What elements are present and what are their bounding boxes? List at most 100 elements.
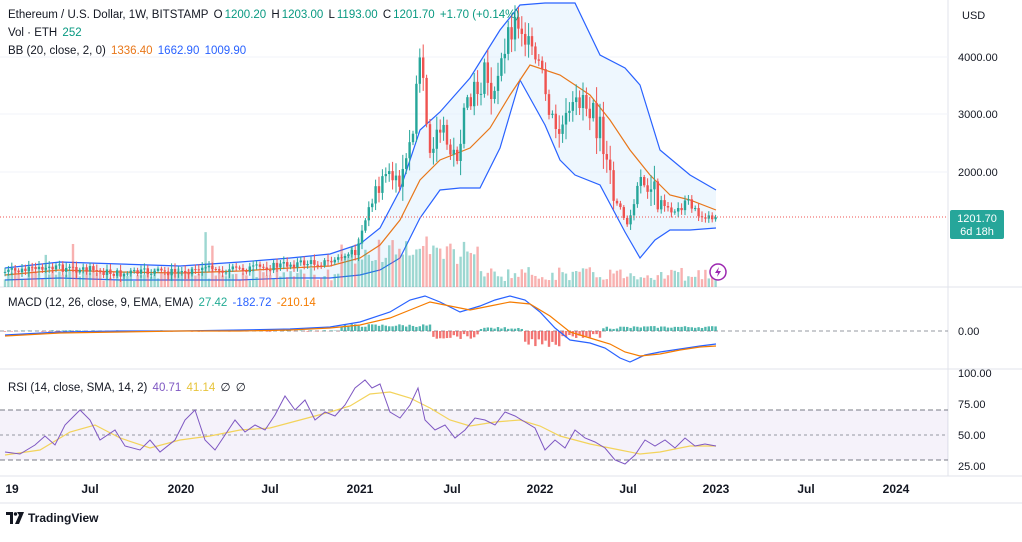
candle-body xyxy=(286,262,288,267)
macd-hist-bar xyxy=(385,326,387,331)
volume-bar xyxy=(334,274,336,287)
candle-body xyxy=(609,160,611,171)
candle-body xyxy=(595,103,597,138)
candle-body xyxy=(160,269,162,271)
candle-body xyxy=(177,272,179,273)
candle-body xyxy=(544,69,546,94)
volume-bar xyxy=(405,241,407,287)
time-tick-label: Jul xyxy=(619,482,636,496)
macd-hist-bar xyxy=(708,326,710,331)
candle-body xyxy=(364,220,366,230)
candle-body xyxy=(368,207,370,220)
volume-bar xyxy=(606,279,608,287)
candle-body xyxy=(653,181,655,189)
tradingview-logo[interactable]: TradingView xyxy=(6,511,98,525)
candle-body xyxy=(320,266,322,267)
lightning-icon[interactable] xyxy=(710,264,726,280)
candle-body xyxy=(585,95,587,109)
volume-bar xyxy=(293,276,295,287)
volume-bar xyxy=(449,244,451,287)
macd-hist-bar xyxy=(436,331,438,339)
macd-hist-bar xyxy=(538,331,540,339)
bb-lower-value: 1009.90 xyxy=(205,45,247,57)
candle-body xyxy=(589,109,591,118)
candle-body xyxy=(218,269,220,270)
candle-body xyxy=(116,270,118,276)
candle-body xyxy=(283,262,285,263)
volume-bar xyxy=(266,276,268,287)
candle-body xyxy=(323,260,325,265)
candle-body xyxy=(228,269,230,272)
candle-body xyxy=(531,36,533,46)
volume-bar xyxy=(531,275,533,287)
macd-hist-bar xyxy=(667,328,669,331)
volume-bar xyxy=(269,275,271,287)
candle-body xyxy=(310,260,312,264)
volume-bar xyxy=(133,281,135,287)
macd-hist-bar xyxy=(595,331,597,334)
candle-body xyxy=(425,78,427,124)
candle-body xyxy=(361,231,363,244)
candle-body xyxy=(633,204,635,215)
candle-body xyxy=(96,270,98,271)
volume-value: 252 xyxy=(62,27,81,39)
macd-hist-bar xyxy=(266,331,268,332)
macd-axis-tick: 0.00 xyxy=(958,326,979,338)
volume-bar xyxy=(347,255,349,287)
volume-bar xyxy=(41,279,43,287)
macd-hist-bar xyxy=(408,325,410,331)
candle-body xyxy=(242,268,244,271)
candle-body xyxy=(473,82,475,106)
candle-body xyxy=(269,270,271,271)
volume-bar xyxy=(58,271,60,287)
candle-body xyxy=(303,260,305,265)
volume-bar xyxy=(466,252,468,287)
candle-body xyxy=(510,27,512,39)
macd-label: MACD (12, 26, close, 9, EMA, EMA) xyxy=(8,297,193,309)
brand-name: TradingView xyxy=(28,511,98,525)
volume-bar xyxy=(544,280,546,287)
volume-bar xyxy=(242,273,244,287)
candle-body xyxy=(476,82,478,94)
macd-hist-bar xyxy=(425,326,427,331)
candle-body xyxy=(490,83,492,99)
macd-hist-bar xyxy=(674,327,676,331)
volume-bar xyxy=(24,279,26,287)
volume-bar xyxy=(551,273,553,287)
macd-hist-bar xyxy=(381,325,383,331)
time-tick-label: Jul xyxy=(797,482,814,496)
candle-body xyxy=(602,117,604,154)
candle-body xyxy=(79,270,81,273)
macd-hist-bar xyxy=(616,328,618,331)
macd-hist-bar xyxy=(653,326,655,331)
macd-hist-bar xyxy=(663,327,665,331)
tradingview-logo-icon xyxy=(6,512,24,524)
volume-bar xyxy=(473,254,475,287)
macd-legend: MACD (12, 26, close, 9, EMA, EMA) 27.42 … xyxy=(8,297,318,309)
time-tick-label: 2021 xyxy=(347,482,374,496)
volume-bar xyxy=(391,240,393,287)
candle-body xyxy=(300,260,302,262)
macd-hist-bar xyxy=(463,331,465,334)
candle-body xyxy=(109,270,111,275)
candle-body xyxy=(289,265,291,267)
macd-hist-bar xyxy=(646,327,648,331)
candle-body xyxy=(68,267,70,268)
macd-hist-bar xyxy=(364,327,366,331)
volume-bar xyxy=(208,279,210,287)
candle-body xyxy=(119,270,121,276)
macd-hist-bar xyxy=(446,331,448,338)
candle-body xyxy=(194,269,196,270)
candle-body xyxy=(599,117,601,138)
macd-hist-bar xyxy=(453,331,455,335)
volume-bar xyxy=(160,273,162,287)
rsi-legend: RSI (14, close, SMA, 14, 2) 40.71 41.14 … xyxy=(8,380,248,394)
time-tick-label: Jul xyxy=(443,482,460,496)
volume-bar xyxy=(561,272,563,287)
candle-body xyxy=(657,181,659,209)
macd-hist-bar xyxy=(65,330,67,331)
macd-hist-bar xyxy=(405,327,407,331)
volume-bar xyxy=(381,262,383,287)
